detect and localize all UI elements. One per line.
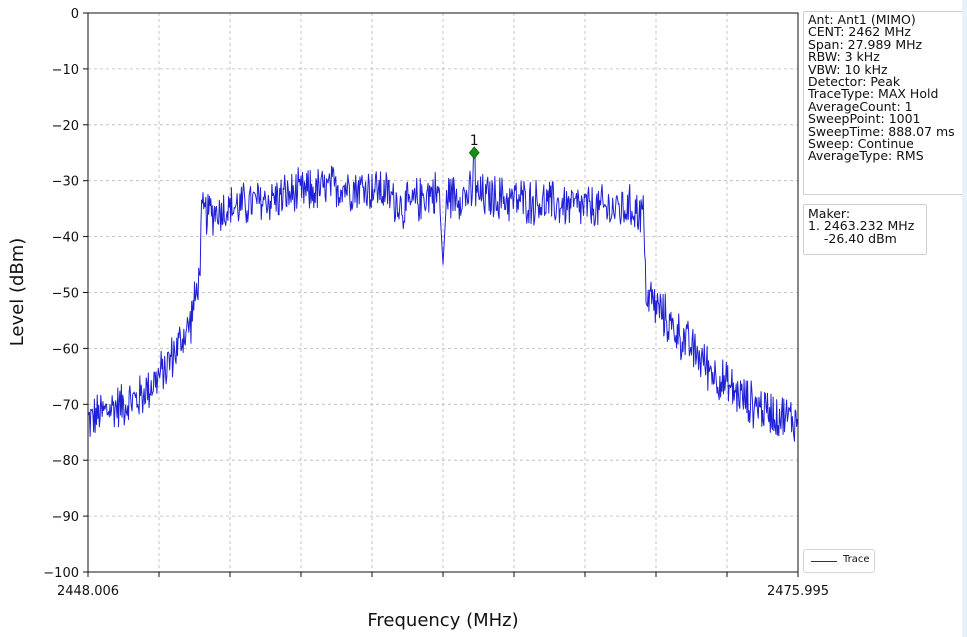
sweep-parameter-line: VBW: 10 kHz: [808, 61, 888, 77]
y-tick-label: −90: [52, 510, 79, 525]
x-axis-ticks: 2448.006 2475.995: [57, 572, 829, 599]
y-axis-ticks: 0 −10 −20 −30 −40 −50 −60 −70 −80 −90 −100: [43, 7, 88, 581]
legend: Trace: [803, 549, 875, 573]
y-tick-label: −60: [52, 342, 79, 357]
sweep-parameter-line: Span: 27.989 MHz: [808, 36, 923, 52]
y-tick-label: −40: [52, 231, 79, 246]
y-axis-label: Level (dBm): [7, 238, 28, 347]
x-axis-label: Frequency (MHz): [367, 610, 518, 631]
y-tick-label: −50: [52, 287, 79, 302]
legend-swatch-trace: [811, 561, 837, 562]
y-tick-label: −100: [43, 566, 79, 581]
sweep-parameter-line: RBW: 3 kHz: [808, 49, 880, 65]
y-tick-label: −10: [52, 63, 79, 78]
sweep-parameter-line: SweepTime: 888.07 ms: [808, 123, 955, 139]
y-tick-label: 0: [71, 7, 79, 22]
marker-readout-line: 1. 2463.232 MHz: [808, 218, 915, 234]
x-tick-label-end: 2475.995: [767, 584, 829, 599]
y-tick-label: −20: [52, 119, 79, 134]
marker-diamond: [468, 146, 480, 160]
sweep-parameter-line: Detector: Peak: [808, 74, 901, 90]
trace-layer: [87, 152, 799, 442]
sweep-parameter-line: Ant: Ant1 (MIMO): [808, 12, 916, 27]
sweep-parameter-line: AverageType: RMS: [808, 148, 924, 164]
window-edge: [962, 0, 967, 637]
trace-line: [87, 152, 799, 442]
sweep-parameter-line: CENT: 2462 MHz: [808, 24, 911, 40]
marker-readout-line: Maker:: [808, 206, 851, 221]
marker-label: 1: [470, 133, 479, 149]
marker-readout-panel: Maker: 1. 2463.232 MHz -26.40 dBm: [803, 204, 927, 255]
sweep-parameter-line: AverageCount: 1: [808, 98, 913, 114]
sweep-parameter-line: Sweep: Continue: [808, 136, 914, 152]
y-tick-label: −70: [52, 398, 79, 413]
marker-readout-line: -26.40 dBm: [808, 230, 897, 246]
legend-label-trace: Trace: [843, 554, 870, 565]
sweep-parameters-panel: Ant: Ant1 (MIMO) CENT: 2462 MHz Span: 27.9…: [803, 11, 965, 195]
marker-layer: 1: [468, 133, 480, 160]
sweep-parameter-line: TraceType: MAX Hold: [808, 86, 939, 102]
x-tick-label-start: 2448.006: [57, 584, 119, 599]
y-tick-label: −80: [52, 454, 79, 469]
y-tick-label: −30: [52, 175, 79, 190]
sweep-parameter-line: SweepPoint: 1001: [808, 111, 921, 127]
